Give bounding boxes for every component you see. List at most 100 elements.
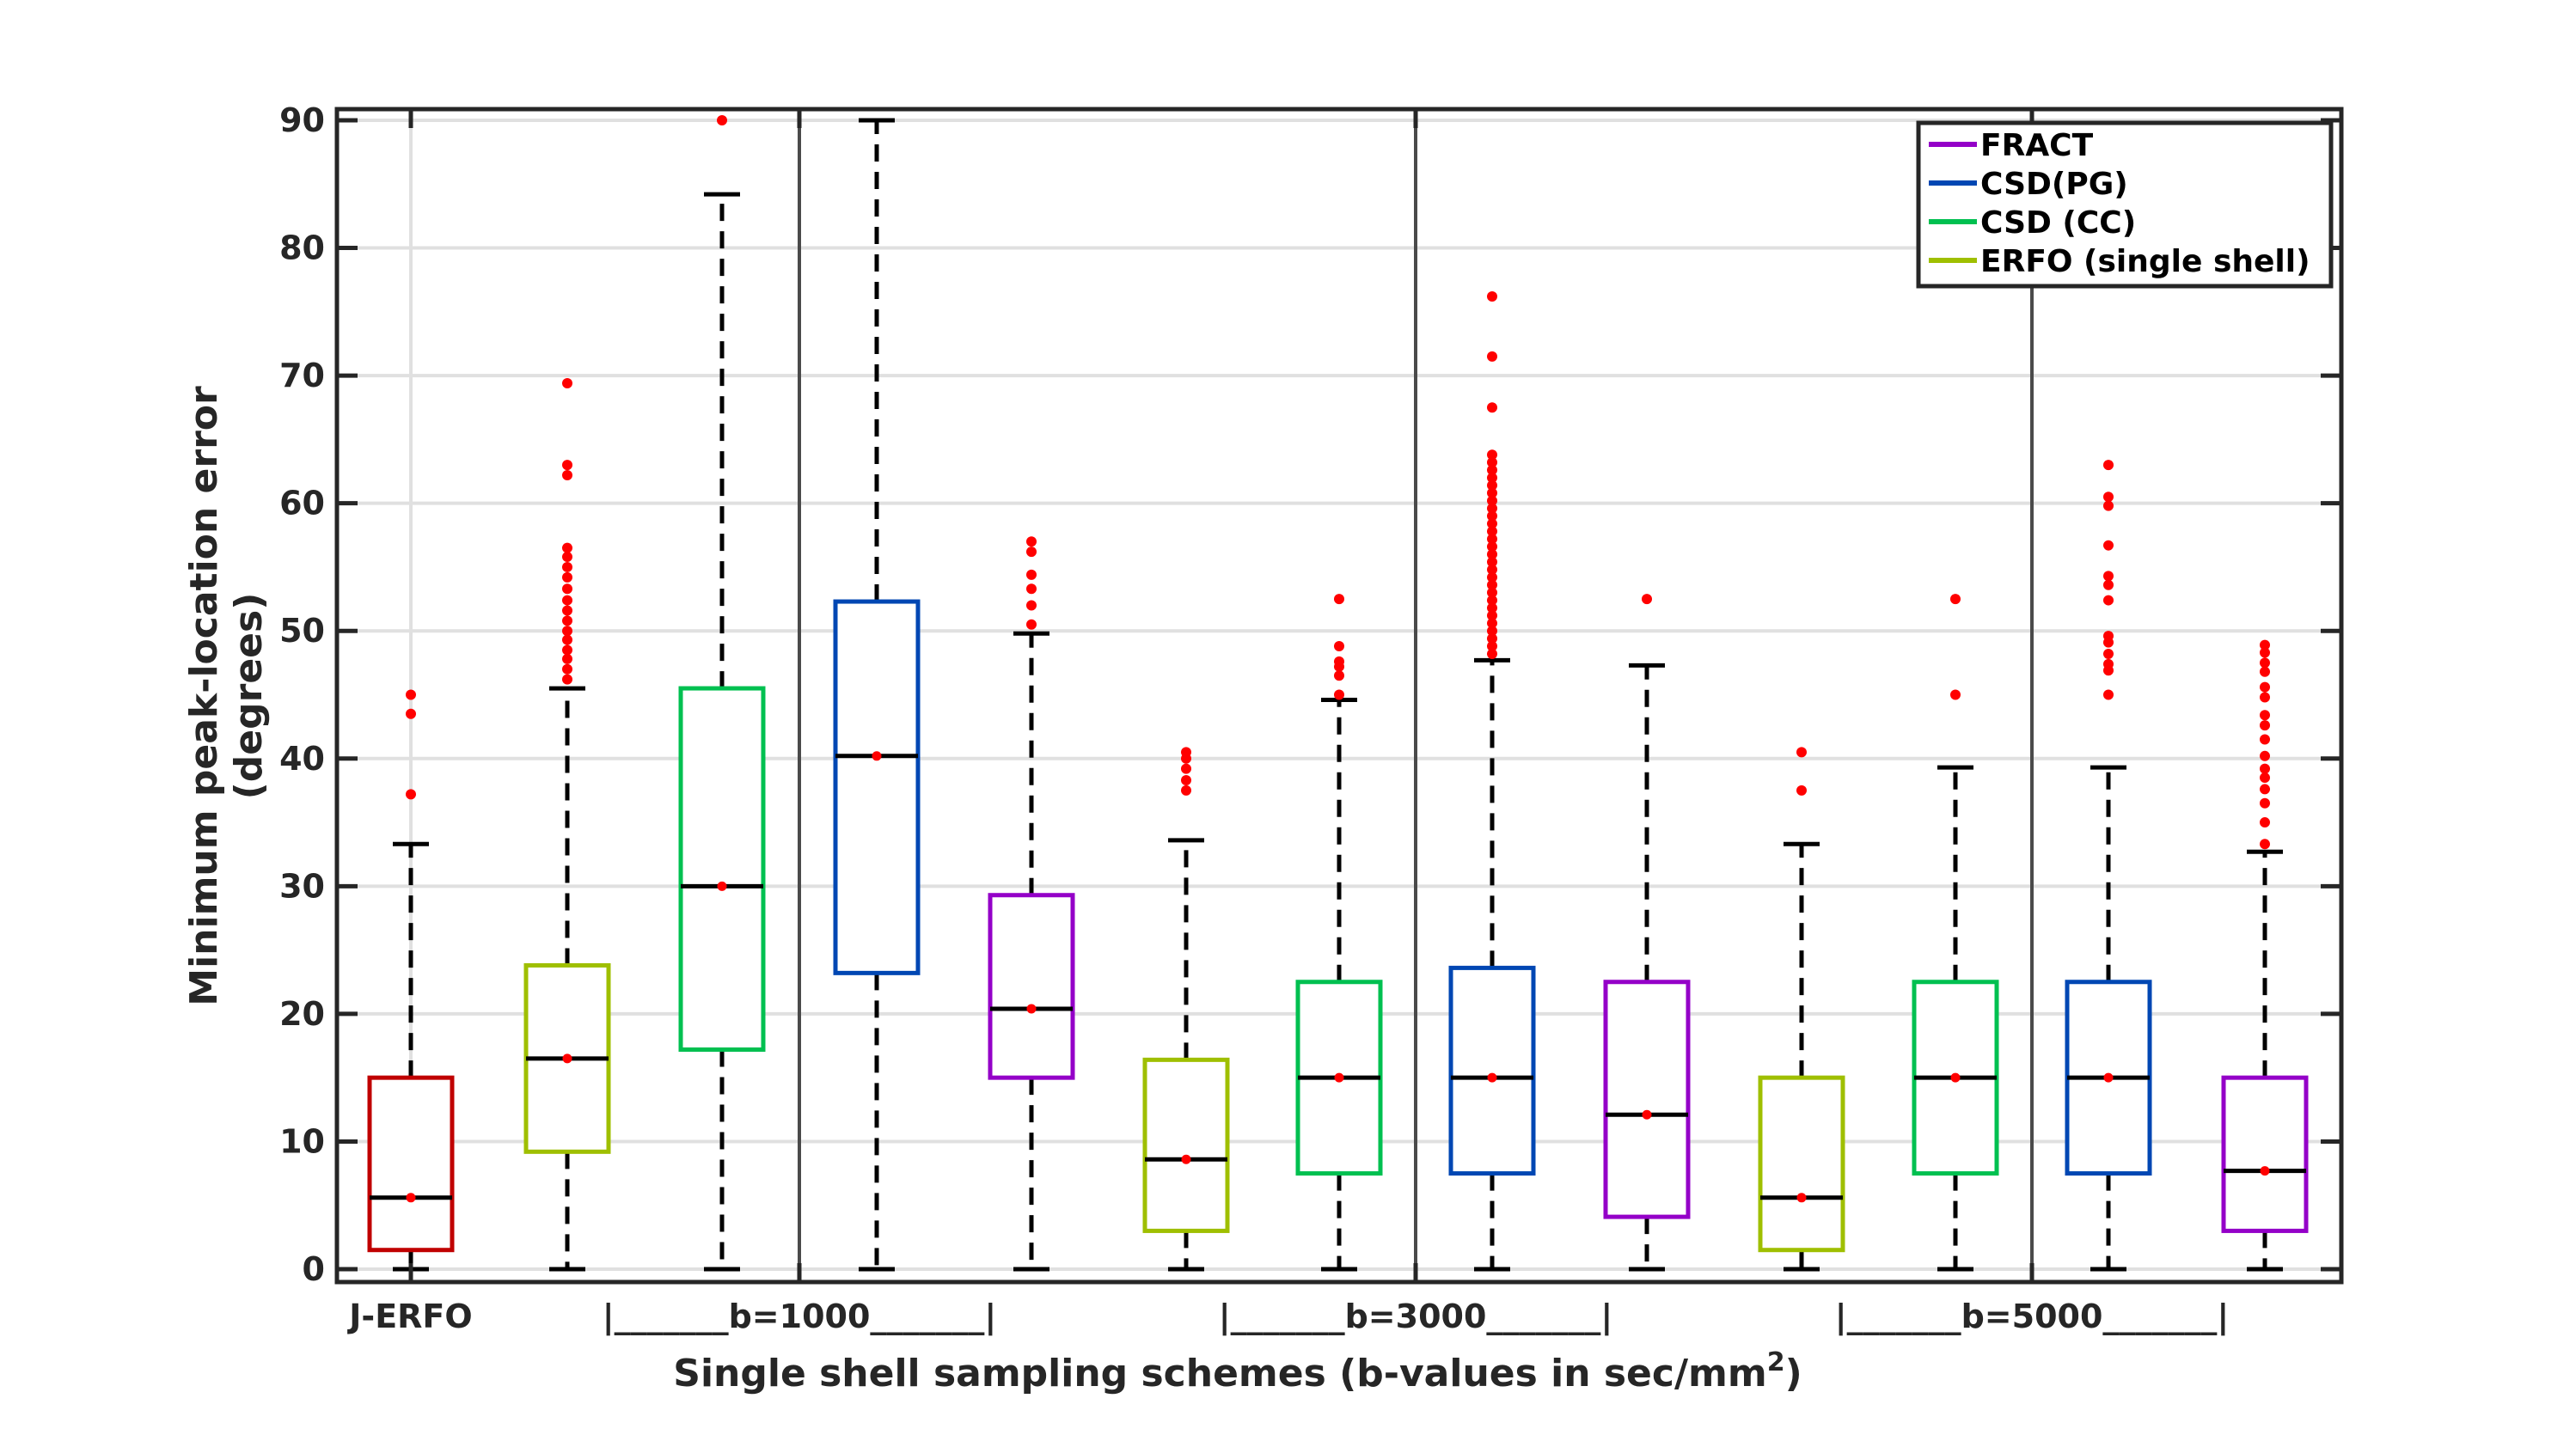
outlier-point — [562, 561, 572, 572]
outlier-point — [1026, 619, 1037, 630]
y-tick-label: 40 — [279, 740, 325, 778]
outlier-point — [562, 644, 572, 656]
outlier-point — [1487, 351, 1497, 362]
outlier-point — [406, 789, 416, 800]
outlier-point — [1487, 602, 1497, 614]
outlier-point — [1487, 472, 1497, 483]
outlier-point — [562, 626, 572, 637]
x-group-label: |_______b=5000_______| — [1835, 1298, 2230, 1336]
outlier-point — [1487, 479, 1497, 491]
outlier-point — [1487, 503, 1497, 514]
x-axis-group-labels: J-ERFO |_______b=1000_______| |_______b=30… — [346, 109, 2229, 1336]
y-tick-label: 0 — [303, 1250, 325, 1288]
y-axis-ticks: 0 10 20 30 40 50 60 70 80 90 — [279, 101, 2341, 1288]
box-iqr — [1603, 980, 1691, 1219]
box-iqr — [1758, 1075, 1845, 1253]
x-group-label: |_______b=1000_______| — [603, 1298, 997, 1336]
outlier-point — [1487, 457, 1497, 468]
outlier-point — [1487, 291, 1497, 302]
outlier-point — [1487, 626, 1497, 637]
box-2 — [523, 378, 611, 1272]
median-marker — [717, 881, 727, 891]
outlier-point — [1487, 641, 1497, 652]
outlier-point — [2260, 692, 2270, 703]
outlier-point — [1334, 656, 1344, 667]
outlier-point — [1487, 648, 1497, 659]
outlier-point — [2260, 734, 2270, 745]
outlier-point — [2103, 579, 2114, 590]
outlier-point — [562, 583, 572, 595]
outlier-point — [2103, 492, 2114, 503]
outlier-point — [2103, 595, 2114, 606]
median-marker — [1487, 1072, 1497, 1083]
outlier-point — [1487, 518, 1497, 529]
outlier-point — [562, 595, 572, 606]
box-iqr — [678, 686, 766, 1052]
outlier-point — [562, 663, 572, 675]
y-tick-label: 20 — [279, 995, 325, 1033]
x-axis-title-text: Single shell sampling schemes (b-values … — [673, 1352, 1766, 1395]
outlier-point — [1487, 618, 1497, 629]
outlier-point — [1026, 583, 1037, 595]
outlier-point — [562, 653, 572, 664]
outlier-point — [1487, 579, 1497, 590]
median-marker — [2260, 1166, 2270, 1176]
y-tick-label: 10 — [279, 1122, 325, 1160]
x-axis-title-superscript: 2 — [1767, 1347, 1785, 1377]
outlier-point — [1334, 689, 1344, 700]
box-10 — [1758, 747, 1845, 1272]
outlier-point — [1334, 670, 1344, 681]
outlier-point — [1796, 747, 1807, 758]
outlier-point — [1026, 600, 1037, 611]
boxes — [367, 115, 2309, 1272]
median-marker — [562, 1053, 572, 1064]
outlier-point — [1487, 487, 1497, 498]
outlier-point — [1487, 587, 1497, 598]
outlier-point — [2260, 639, 2270, 650]
box-3 — [678, 115, 766, 1272]
median-marker — [2103, 1072, 2114, 1083]
outlier-point — [2260, 750, 2270, 761]
outlier-point — [1642, 594, 1652, 605]
median-marker — [1950, 1072, 1961, 1083]
outlier-point — [1181, 785, 1191, 796]
outlier-point — [562, 615, 572, 626]
x-axis-title-close: ) — [1785, 1352, 1802, 1395]
outlier-point — [562, 605, 572, 616]
outlier-point — [2103, 571, 2114, 582]
box-iqr — [1142, 1057, 1230, 1233]
box-iqr — [988, 893, 1075, 1080]
outlier-point — [2260, 784, 2270, 795]
outlier-point — [2103, 648, 2114, 659]
y-axis-title-line-2: (degrees) — [227, 593, 271, 800]
outlier-point — [2103, 689, 2114, 700]
outlier-point — [1796, 785, 1807, 796]
outlier-point — [1487, 534, 1497, 545]
outlier-point — [406, 689, 416, 700]
outlier-point — [1487, 510, 1497, 522]
median-marker — [1026, 1004, 1037, 1014]
outlier-point — [1487, 571, 1497, 583]
outlier-point — [2260, 710, 2270, 721]
outlier-point — [717, 115, 727, 125]
outlier-point — [2260, 763, 2270, 774]
x-group-label: J-ERFO — [346, 1298, 472, 1335]
legend: FRACT CSD(PG)CSD (CC)ERFO (single shell) — [1916, 120, 2334, 289]
outlier-point — [1487, 465, 1497, 476]
y-tick-label: 70 — [279, 357, 325, 394]
outlier-point — [1487, 402, 1497, 413]
outlier-point — [562, 469, 572, 480]
outlier-point — [1487, 449, 1497, 461]
median-marker — [1642, 1109, 1652, 1120]
legend-label: FRACT — [1980, 128, 2094, 163]
outlier-point — [1487, 633, 1497, 644]
outlier-point — [2103, 500, 2114, 511]
outlier-point — [1181, 763, 1191, 774]
box-7 — [1295, 594, 1383, 1272]
outlier-point — [1181, 775, 1191, 786]
outlier-point — [1026, 536, 1037, 547]
box-4 — [833, 118, 921, 1272]
outlier-point — [1487, 526, 1497, 537]
outlier-point — [1334, 641, 1344, 652]
outlier-point — [2260, 797, 2270, 809]
